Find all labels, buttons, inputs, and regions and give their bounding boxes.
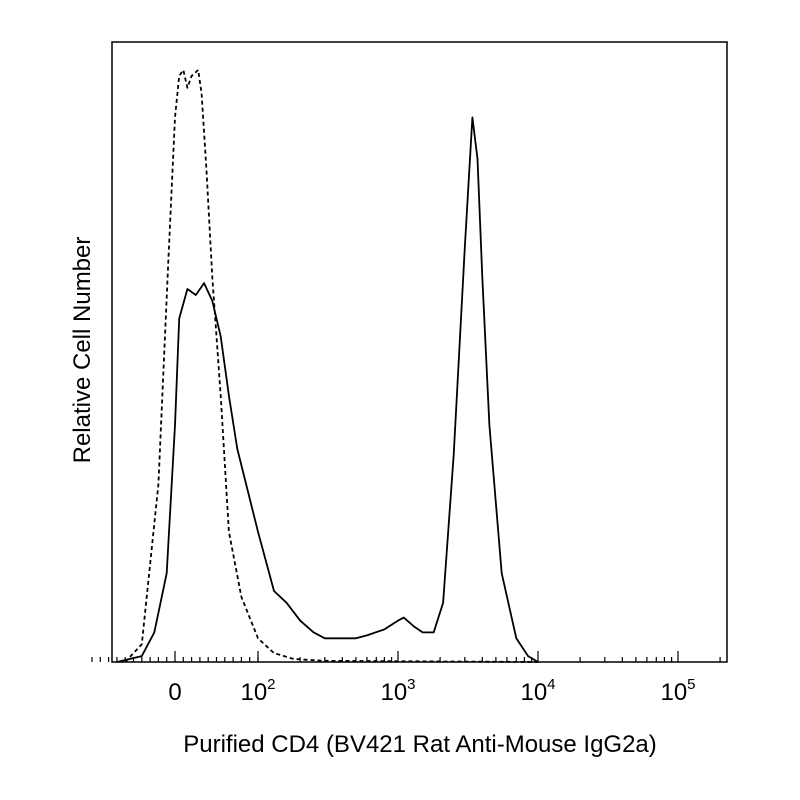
x-tick-label: 104 <box>520 676 555 706</box>
x-tick-label: 102 <box>240 676 275 706</box>
x-axis-ticks <box>91 651 721 662</box>
x-tick-label: 105 <box>660 676 695 706</box>
x-axis-tick-labels: 0 102 103 104 105 <box>168 676 695 706</box>
plot-frame <box>111 41 728 663</box>
series-line-dashed <box>124 69 539 663</box>
x-tick-label: 0 <box>168 679 181 706</box>
y-axis-label: Relative Cell Number <box>69 237 96 464</box>
x-tick-label: 103 <box>380 676 415 706</box>
x-axis-label: Purified CD4 (BV421 Rat Anti-Mouse IgG2a… <box>183 731 657 758</box>
series-line-solid <box>116 116 539 663</box>
plot-area <box>111 41 728 663</box>
